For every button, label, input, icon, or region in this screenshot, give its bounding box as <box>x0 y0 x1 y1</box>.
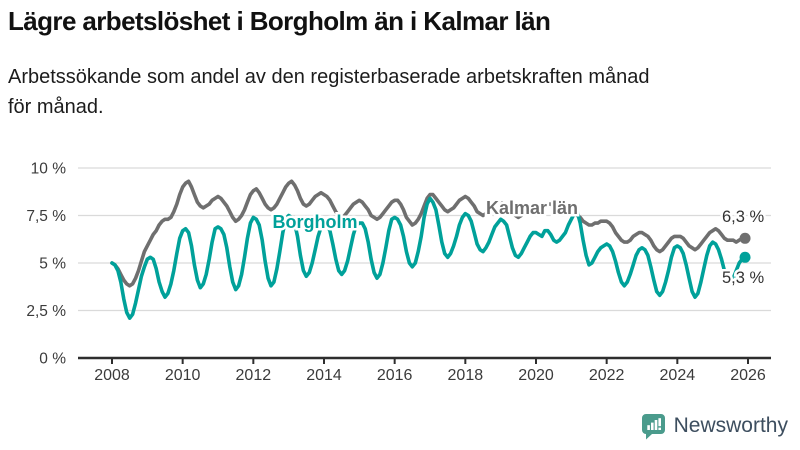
x-axis-label: 2008 <box>94 367 130 384</box>
series-label-borgholm: Borgholm <box>273 212 358 232</box>
logo-exclamation-dot <box>658 427 661 430</box>
y-axis-label: 5 % <box>39 256 66 273</box>
brand-name: Newsworthy <box>673 414 788 437</box>
x-axis-label: 2022 <box>589 367 625 384</box>
end-dot-borgholm <box>739 251 751 263</box>
x-axis-label: 2024 <box>660 367 696 384</box>
series-line-kalmar-lan <box>110 179 747 288</box>
newsworthy-logo-icon <box>641 414 665 440</box>
x-axis-label: 2016 <box>377 367 413 384</box>
y-axis-label: 7,5 % <box>26 208 66 225</box>
end-dot-kalmar-lan <box>739 232 751 244</box>
subtitle-line-2: för månad. <box>8 96 104 118</box>
x-axis-label: 2012 <box>236 367 272 384</box>
x-axis-label: 2020 <box>518 367 554 384</box>
page-subtitle: Arbetssökande som andel av den registerb… <box>8 62 650 122</box>
series-line-borgholm <box>110 196 747 320</box>
x-axis-label: 2018 <box>448 367 484 384</box>
logo-bar-1 <box>646 425 650 430</box>
subtitle-line-1: Arbetssökande som andel av den registerb… <box>8 66 650 88</box>
x-axis-label: 2014 <box>306 367 342 384</box>
series-label-kalmar-lan: Kalmar län <box>486 198 578 218</box>
y-axis-label: 10 % <box>31 161 67 178</box>
y-axis-label: 0 % <box>39 351 66 368</box>
x-axis-label: 2026 <box>730 367 766 384</box>
latest-value-borgholm: 5,3 % <box>722 269 765 287</box>
y-axis-label: 2,5 % <box>26 303 66 320</box>
unemployment-line-chart: 0 % 2,5 % 5 % 7,5 % 10 % 2008 2010 2012 2014 2016… <box>26 161 771 384</box>
page-title: Lägre arbetslöshet i Borgholm än i Kalma… <box>8 6 551 36</box>
x-axis-label: 2010 <box>165 367 201 384</box>
latest-value-kalmar-lan: 6,3 % <box>722 208 765 226</box>
logo-bar-3 <box>654 420 657 430</box>
logo-bar-2 <box>650 422 654 430</box>
newsworthy-logo-link[interactable]: Newsworthy <box>640 412 788 440</box>
logo-exclamation-stem <box>658 418 661 427</box>
